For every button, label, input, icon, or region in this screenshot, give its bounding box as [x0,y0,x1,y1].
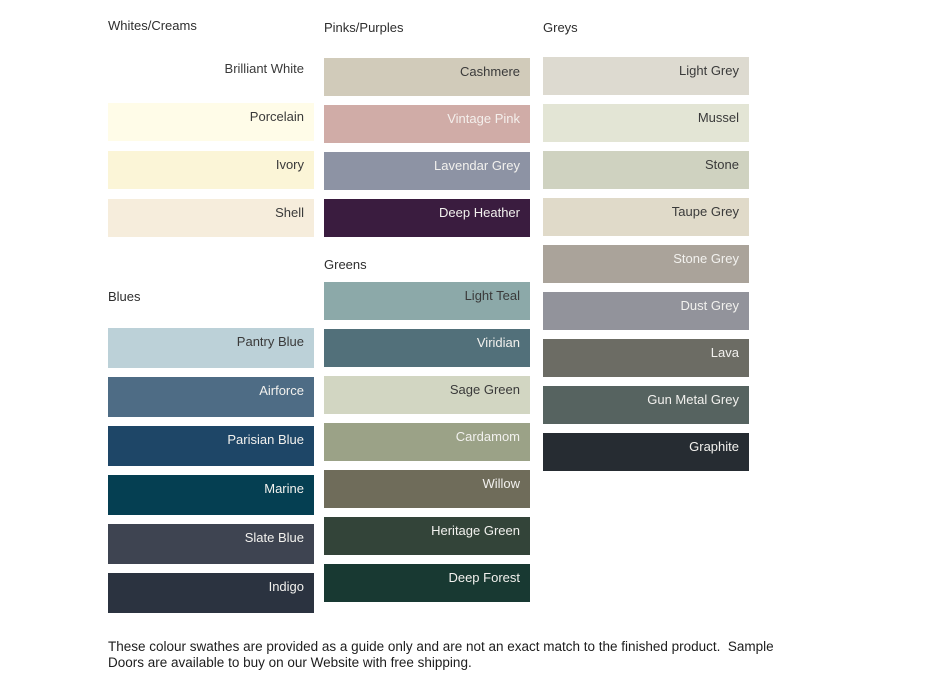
swatch-label: Taupe Grey [671,204,739,219]
swatch-label: Airforce [259,383,304,398]
swatch-label: Dust Grey [680,298,739,313]
swatch-label: Mussel [697,110,739,125]
section-whites-creams: Brilliant White Porcelain Ivory Shell [108,55,314,237]
swatch-label: Lava [710,345,739,360]
swatch-label: Stone Grey [673,251,739,266]
swatch-gun-metal-grey: Gun Metal Grey [543,386,749,424]
swatch-label: Parisian Blue [227,432,304,447]
swatch-label: Gun Metal Grey [647,392,739,407]
section-title-whites-creams: Whites/Creams [108,18,197,33]
swatch-shell: Shell [108,199,314,237]
swatch-willow: Willow [324,470,530,508]
section-title-pinks-purples: Pinks/Purples [324,20,404,35]
section-greens: Light Teal Viridian Sage Green Cardamom … [324,282,530,602]
swatch-cardamom: Cardamom [324,423,530,461]
swatch-stone-grey: Stone Grey [543,245,749,283]
section-title-blues: Blues [108,289,141,304]
swatch-indigo: Indigo [108,573,314,613]
swatch-label: Cardamom [455,429,520,444]
section-blues: Pantry Blue Airforce Parisian Blue Marin… [108,328,314,613]
swatch-mussel: Mussel [543,104,749,142]
swatch-label: Viridian [476,335,520,350]
swatch-stone: Stone [543,151,749,189]
swatch-parisian-blue: Parisian Blue [108,426,314,466]
column-pinks-and-greens: Pinks/Purples Cashmere Vintage Pink Lave… [324,0,530,611]
swatch-label: Deep Forest [448,570,520,585]
swatch-porcelain: Porcelain [108,103,314,141]
swatch-label: Graphite [689,439,739,454]
swatch-deep-heather: Deep Heather [324,199,530,237]
swatch-cashmere: Cashmere [324,58,530,96]
swatch-sage-green: Sage Green [324,376,530,414]
swatch-label: Light Grey [679,63,739,78]
swatch-heritage-green: Heritage Green [324,517,530,555]
swatch-label: Cashmere [460,64,520,79]
section-title-greys: Greys [543,20,578,35]
swatch-brilliant-white: Brilliant White [108,55,314,93]
swatch-dust-grey: Dust Grey [543,292,749,330]
swatch-label: Pantry Blue [236,334,304,349]
swatch-label: Deep Heather [439,205,520,220]
swatch-label: Stone [705,157,739,172]
section-greys: Light Grey Mussel Stone Taupe Grey Stone… [543,57,749,471]
swatch-vintage-pink: Vintage Pink [324,105,530,143]
swatch-label: Shell [275,205,304,220]
swatch-label: Marine [264,481,304,496]
swatch-label: Sage Green [449,382,520,397]
swatch-label: Porcelain [249,109,304,124]
swatch-light-teal: Light Teal [324,282,530,320]
swatch-label: Willow [482,476,520,491]
swatch-deep-forest: Deep Forest [324,564,530,602]
swatch-taupe-grey: Taupe Grey [543,198,749,236]
column-whites-and-blues: Whites/Creams Brilliant White Porcelain … [108,0,314,622]
swatch-light-grey: Light Grey [543,57,749,95]
swatch-ivory: Ivory [108,151,314,189]
disclaimer-text: These colour swathes are provided as a g… [108,639,778,670]
swatch-lava: Lava [543,339,749,377]
swatch-airforce: Airforce [108,377,314,417]
swatch-label: Light Teal [464,288,520,303]
section-title-greens: Greens [324,257,367,272]
swatch-label: Indigo [268,579,304,594]
swatch-viridian: Viridian [324,329,530,367]
swatch-graphite: Graphite [543,433,749,471]
swatch-marine: Marine [108,475,314,515]
section-pinks-purples: Cashmere Vintage Pink Lavendar Grey Deep… [324,58,530,237]
swatch-label: Slate Blue [244,530,304,545]
swatch-label: Brilliant White [224,61,304,76]
column-greys: Greys Light Grey Mussel Stone Taupe Grey… [543,0,749,480]
swatch-slate-blue: Slate Blue [108,524,314,564]
swatch-label: Ivory [275,157,304,172]
swatch-label: Heritage Green [431,523,520,538]
swatch-label: Lavendar Grey [434,158,520,173]
swatch-label: Vintage Pink [447,111,520,126]
swatch-lavendar-grey: Lavendar Grey [324,152,530,190]
swatch-pantry-blue: Pantry Blue [108,328,314,368]
